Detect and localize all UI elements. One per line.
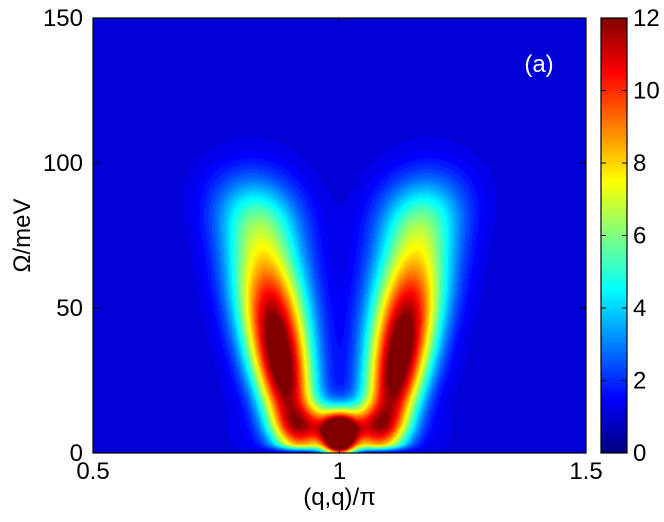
colorbar-tick-label: 8 xyxy=(633,150,646,177)
x-tick-label: 1 xyxy=(333,458,346,485)
heatmap-image xyxy=(93,18,586,453)
y-tick-label: 50 xyxy=(56,295,83,322)
x-tick-label: 1.5 xyxy=(569,458,602,485)
panel-label: (a) xyxy=(524,51,553,78)
plot-axes: 0.5 1 1.5 0 50 100 150 xyxy=(43,5,603,485)
colorbar-tick-label: 4 xyxy=(633,295,646,322)
axis-labels: (q,q)/π Ω/meV (a) xyxy=(9,51,554,511)
colorbar: 0 2 4 6 8 10 12 xyxy=(600,5,660,467)
y-axis-label: Ω/meV xyxy=(9,199,36,273)
y-tick-label: 0 xyxy=(70,440,83,467)
colorbar-tick-label: 12 xyxy=(633,5,660,32)
colorbar-tick-label: 6 xyxy=(633,223,646,250)
y-tick-label: 150 xyxy=(43,5,83,32)
colorbar-tick-label: 10 xyxy=(633,78,660,105)
x-tick-label: 0.5 xyxy=(76,458,109,485)
y-tick-label: 100 xyxy=(43,150,83,177)
heatmap-plot-area xyxy=(93,18,586,453)
colorbar-tick-label: 0 xyxy=(633,440,646,467)
x-axis-label: (q,q)/π xyxy=(303,484,376,511)
colorbar-tick-label: 2 xyxy=(633,368,646,395)
